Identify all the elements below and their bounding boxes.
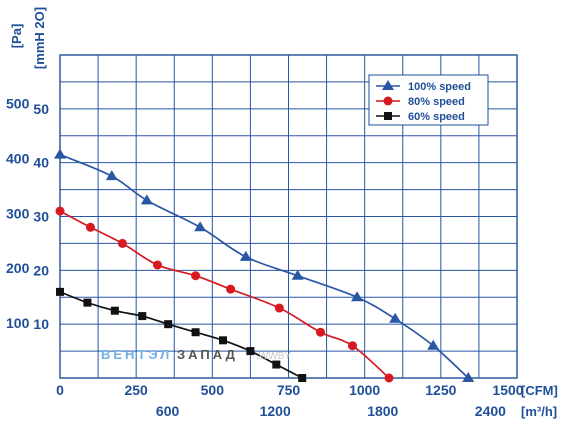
data-point-80-speed [55,206,65,216]
x-tick-label: 750 [277,382,301,398]
y-tick-label: 50 [33,101,49,117]
watermark-left: ВЕНТЭЛ [101,347,172,362]
y-secondary-tick-label: 400 [6,150,30,166]
watermark-domain: .WWBY [256,351,291,362]
x-tick-label: 1500 [492,382,523,398]
data-point-60-speed [138,312,147,321]
series-100-speed [54,148,475,382]
y-secondary-tick-label: 300 [6,205,30,221]
data-point-60-speed [56,287,64,296]
y-secondary-tick-label: 200 [6,260,30,276]
data-point-100-speed [194,221,207,232]
series-line-80-speed [59,210,390,379]
x-secondary-tick-label: 1800 [367,403,398,419]
x-secondary-tick-label: 2400 [475,403,506,419]
data-point-60-speed [218,336,227,345]
x-secondary-tick-label: 1200 [260,403,291,419]
data-point-80-speed [191,271,201,281]
data-point-100-speed [427,339,440,350]
x-tick-label: 1250 [425,382,456,398]
legend-label-80-speed: 80% speed [408,96,465,108]
y-axis-label: [mmH 2O] [32,7,47,69]
data-point-80-speed [85,222,95,232]
x-tick-label: 1000 [349,382,380,398]
y-secondary-axis-label: [Pa] [9,24,24,49]
data-point-80-speed [384,373,394,383]
y-tick-label: 10 [33,316,49,332]
legend-marker-100-speed [382,80,394,90]
data-point-100-speed [105,170,118,181]
data-point-60-speed [83,298,92,307]
data-point-80-speed [315,327,325,337]
data-point-60-speed [272,360,281,369]
x-secondary-tick-label: 600 [156,403,180,419]
x-tick-label: 0 [56,382,64,398]
legend-label-100-speed: 100% speed [408,81,471,93]
series-60-speed [56,287,307,382]
data-point-80-speed [117,238,127,248]
series-line-60-speed [59,291,304,379]
x-secondary-axis-label: [m³/h] [521,404,557,419]
x-tick-label: 250 [124,382,148,398]
data-point-100-speed [462,372,475,382]
y-tick-label: 30 [33,209,49,225]
chart-series [54,148,475,383]
legend-label-60-speed: 60% speed [408,111,465,123]
data-point-100-speed [351,291,364,302]
data-point-80-speed [347,341,357,351]
x-axis-label: [CFM] [521,383,558,398]
chart-axes: 0 250 500 750 1000 1250 1500[CFM] 600 1200 1800 24… [6,7,558,419]
x-tick-label: 500 [201,382,225,398]
data-point-100-speed [389,312,402,323]
watermark: ВЕНТЭЛ ЗАПАД .WWBY [101,347,291,362]
data-point-80-speed [152,260,162,270]
data-point-60-speed [246,347,255,356]
data-point-100-speed [239,250,252,261]
y-secondary-tick-label: 500 [6,96,30,112]
legend-marker-80-speed [383,96,393,106]
y-tick-label: 40 [33,155,49,171]
data-point-100-speed [54,148,66,159]
data-point-60-speed [298,374,307,382]
data-point-80-speed [226,284,236,294]
data-point-60-speed [110,306,119,315]
y-tick-label: 20 [33,262,49,278]
legend-marker-60-speed [384,112,392,120]
data-point-100-speed [140,194,153,205]
chart-legend: 100% speed 80% speed 60% speed [368,74,489,126]
series-80-speed [55,206,394,383]
data-point-60-speed [164,320,173,329]
series-line-100-speed [59,153,470,379]
watermark-right: ЗАПАД [177,347,238,362]
data-point-80-speed [274,303,284,313]
data-point-60-speed [191,328,200,337]
y-secondary-tick-label: 100 [6,315,30,331]
data-point-100-speed [291,269,304,280]
